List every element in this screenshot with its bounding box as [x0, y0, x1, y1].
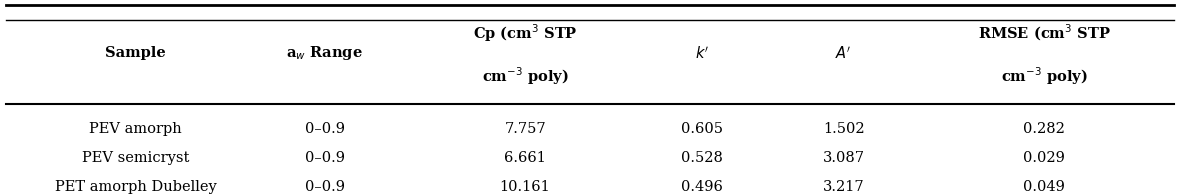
Text: 7.757: 7.757 — [504, 122, 546, 136]
Text: 0.496: 0.496 — [681, 180, 723, 194]
Text: 3.087: 3.087 — [822, 151, 865, 165]
Text: Cp (cm$^3$ STP: Cp (cm$^3$ STP — [473, 22, 577, 44]
Text: PEV semicryst: PEV semicryst — [83, 151, 189, 165]
Text: 0–0.9: 0–0.9 — [304, 180, 345, 194]
Text: cm$^{-3}$ poly): cm$^{-3}$ poly) — [481, 65, 569, 87]
Text: 0.282: 0.282 — [1023, 122, 1066, 136]
Text: a$_w$ Range: a$_w$ Range — [287, 44, 362, 62]
Text: $A'$: $A'$ — [835, 45, 852, 62]
Text: 10.161: 10.161 — [499, 180, 551, 194]
Text: RMSE (cm$^3$ STP: RMSE (cm$^3$ STP — [978, 23, 1110, 43]
Text: 0.029: 0.029 — [1023, 151, 1066, 165]
Text: PET amorph Dubelley: PET amorph Dubelley — [54, 180, 217, 194]
Text: 0.605: 0.605 — [681, 122, 723, 136]
Text: cm$^{-3}$ poly): cm$^{-3}$ poly) — [1001, 65, 1088, 87]
Text: 0.528: 0.528 — [681, 151, 723, 165]
Text: PEV amorph: PEV amorph — [90, 122, 182, 136]
Text: 6.661: 6.661 — [504, 151, 546, 165]
Text: 3.217: 3.217 — [822, 180, 865, 194]
Text: 1.502: 1.502 — [822, 122, 865, 136]
Text: 0.049: 0.049 — [1023, 180, 1066, 194]
Text: Sample: Sample — [105, 46, 166, 60]
Text: $k'$: $k'$ — [695, 45, 709, 62]
Text: 0–0.9: 0–0.9 — [304, 151, 345, 165]
Text: 0–0.9: 0–0.9 — [304, 122, 345, 136]
